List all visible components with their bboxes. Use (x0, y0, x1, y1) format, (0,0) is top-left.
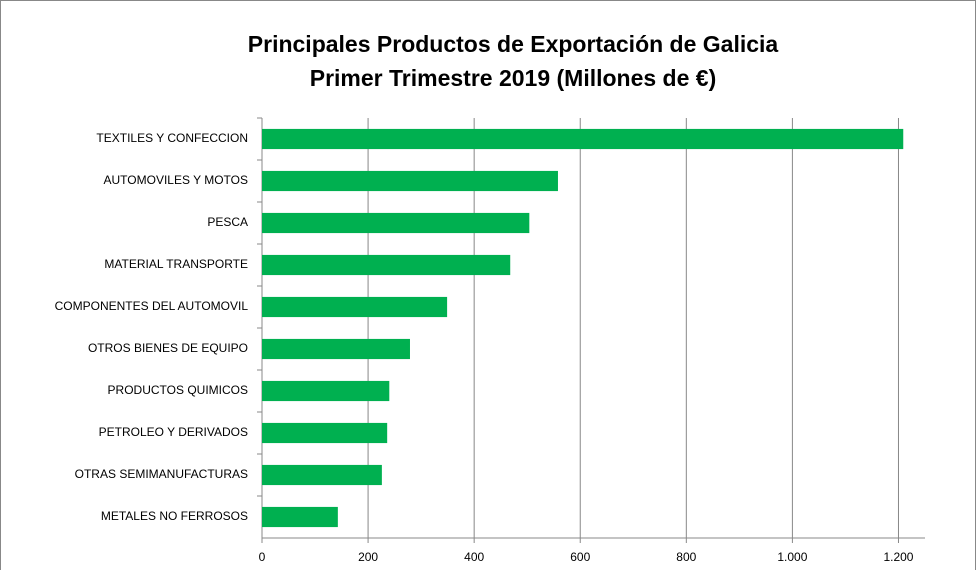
y-tick-label: AUTOMOVILES Y MOTOS (104, 173, 249, 187)
y-tick-label: OTRAS SEMIMANUFACTURAS (75, 467, 248, 481)
y-tick-label: PETROLEO Y DERIVADOS (99, 425, 248, 439)
x-tick-label: 800 (676, 550, 696, 564)
x-tick-label: 0 (259, 550, 266, 564)
y-tick-label: OTROS BIENES DE EQUIPO (88, 341, 248, 355)
x-tick-label: 400 (464, 550, 484, 564)
chart-subtitle: Primer Trimestre 2019 (Millones de €) (310, 65, 717, 91)
bar (262, 296, 448, 318)
bar (262, 380, 390, 402)
y-tick-label: TEXTILES Y CONFECCION (96, 131, 248, 145)
x-tick-label: 200 (358, 550, 378, 564)
y-tick-label: METALES NO FERROSOS (101, 509, 248, 523)
y-tick-label: COMPONENTES DEL AUTOMOVIL (55, 299, 249, 313)
y-tick-label: MATERIAL TRANSPORTE (104, 257, 248, 271)
bar (262, 506, 338, 528)
chart-title: Principales Productos de Exportación de … (248, 31, 779, 57)
x-tick-label: 1.000 (777, 550, 807, 564)
bar (262, 464, 382, 486)
bar (262, 338, 410, 360)
bar (262, 128, 904, 150)
y-tick-label: PRODUCTOS QUIMICOS (108, 383, 248, 397)
bar (262, 170, 558, 192)
bar (262, 212, 530, 234)
y-tick-label: PESCA (207, 215, 248, 229)
x-tick-label: 600 (570, 550, 590, 564)
x-tick-label: 1.200 (883, 550, 913, 564)
bar (262, 254, 511, 276)
bar (262, 422, 388, 444)
